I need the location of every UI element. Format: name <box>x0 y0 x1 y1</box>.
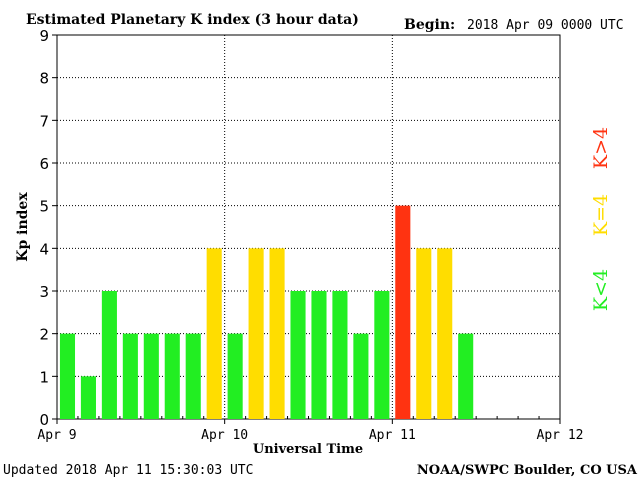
kp-bar <box>143 333 159 419</box>
x-tick-label: Apr 9 <box>37 428 76 443</box>
y-axis-ticks: 0 1 2 3 4 5 6 7 8 9 <box>39 27 57 429</box>
y-tick-label: 2 <box>39 326 49 344</box>
y-tick-label: 6 <box>39 155 49 173</box>
kp-bar <box>122 333 138 419</box>
x-tick-label: Apr 10 <box>201 428 248 443</box>
y-tick-label: 1 <box>39 368 49 386</box>
x-axis-ticks: Apr 9 Apr 10 Apr 11 Apr 12 <box>37 416 583 443</box>
kp-bar <box>59 333 76 419</box>
y-axis-label: Kp index <box>15 192 31 262</box>
kp-bar <box>206 248 222 419</box>
updated-timestamp: Updated 2018 Apr 11 15:30:03 UTC <box>3 463 253 478</box>
y-tick-label: 9 <box>39 27 49 45</box>
x-tick-label: Apr 12 <box>537 428 584 443</box>
kp-bar <box>80 376 96 419</box>
x-axis-label: Universal Time <box>253 442 363 457</box>
y-tick-label: 8 <box>39 70 49 88</box>
grid-lines <box>57 35 560 419</box>
kp-bar <box>332 291 348 419</box>
kp-bar <box>353 333 369 419</box>
legend-low: K<4 <box>590 269 612 311</box>
legend-equal: K=4 <box>590 194 612 236</box>
y-tick-label: 4 <box>39 240 49 258</box>
kp-bar <box>269 248 285 419</box>
kp-bar <box>395 205 411 419</box>
begin-label: Begin: <box>404 17 455 33</box>
y-tick-label: 0 <box>39 411 49 429</box>
chart-title: Estimated Planetary K index (3 hour data… <box>26 12 359 28</box>
legend-high: K>4 <box>590 127 612 169</box>
y-tick-label: 3 <box>39 283 49 301</box>
kp-bar <box>164 333 180 419</box>
kp-bar <box>101 291 117 419</box>
x-tick-label: Apr 11 <box>369 428 416 443</box>
y-tick-label: 5 <box>39 198 49 216</box>
begin-value: 2018 Apr 09 0000 UTC <box>467 18 624 33</box>
bars <box>59 205 474 419</box>
kp-bar <box>416 248 432 419</box>
kp-bar <box>374 291 390 419</box>
y-tick-label: 7 <box>39 112 49 130</box>
kp-bar <box>437 248 453 419</box>
kp-bar <box>290 291 306 419</box>
kp-bar <box>458 333 474 419</box>
source-credit: NOAA/SWPC Boulder, CO USA <box>417 463 638 478</box>
kp-bar <box>185 333 201 419</box>
kp-bar <box>311 291 327 419</box>
kp-bar <box>248 248 264 419</box>
kp-bar <box>227 333 243 419</box>
plot-frame <box>56 34 561 420</box>
